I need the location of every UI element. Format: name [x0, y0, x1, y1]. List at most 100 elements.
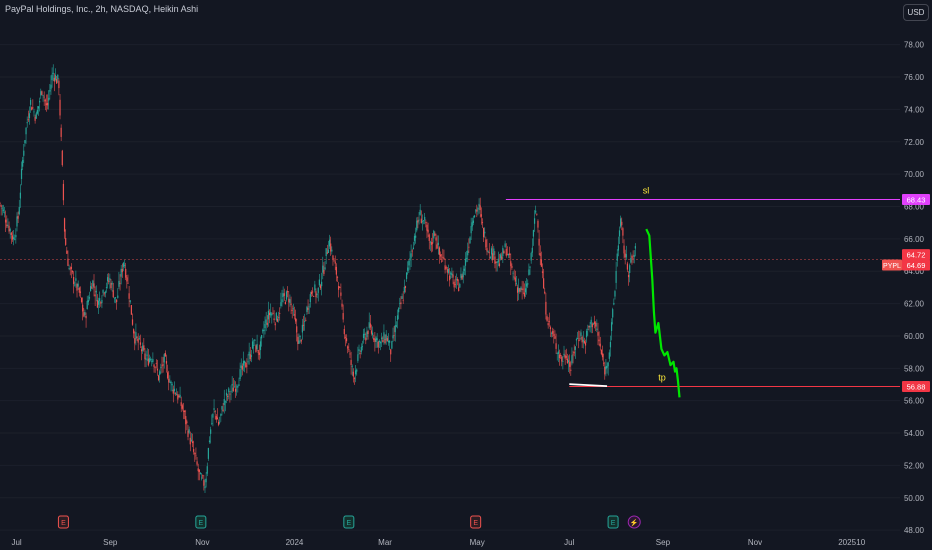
candle-body: [304, 321, 306, 322]
candle-body: [496, 261, 498, 263]
candle-body: [120, 268, 122, 277]
y-tick-label: 58.00: [904, 364, 925, 373]
candle-body: [452, 274, 454, 278]
candle-body: [52, 72, 54, 74]
candle-body: [570, 369, 572, 371]
candle-body: [390, 349, 392, 355]
candle-body: [533, 218, 536, 224]
candle-body: [26, 122, 28, 124]
candle-body: [101, 299, 103, 303]
candle-body: [48, 97, 50, 101]
price-label-box: [902, 249, 930, 261]
y-tick-label: 52.00: [904, 461, 925, 470]
candle-body: [355, 370, 357, 375]
candle-body: [151, 361, 153, 362]
candle-body: [411, 250, 413, 252]
candle-body: [451, 273, 453, 276]
candle-body: [300, 339, 302, 342]
candle-body: [531, 247, 533, 253]
candle-body: [248, 351, 250, 356]
candle-body: [169, 381, 171, 383]
candle-body: [244, 360, 246, 364]
candle-body: [543, 278, 545, 289]
candle-body: [398, 308, 400, 313]
candle-body: [127, 282, 129, 284]
candle-body: [119, 282, 121, 284]
candle-body: [492, 253, 494, 261]
candle-body: [123, 264, 126, 266]
candle-body: [188, 429, 190, 433]
candle-body: [24, 140, 26, 144]
x-tick-label: Jul: [564, 538, 574, 547]
candle-body: [84, 312, 86, 316]
candle-body: [522, 288, 524, 290]
candle-body: [520, 287, 522, 290]
candle-body: [152, 359, 154, 362]
candle-body: [178, 396, 180, 397]
candle-body: [328, 239, 331, 247]
candle-body: [510, 261, 512, 267]
candle-body: [164, 352, 166, 357]
candle-body: [369, 323, 371, 328]
candle-body: [2, 209, 4, 211]
earnings-icon: [470, 515, 482, 529]
candle-body: [105, 287, 108, 288]
candle-body: [341, 303, 343, 307]
candle-body: [212, 413, 214, 418]
candle-body: [332, 255, 334, 260]
candle-body: [524, 288, 527, 293]
candle-body: [348, 349, 350, 350]
candle-body: [372, 332, 374, 336]
candle-body: [598, 339, 600, 342]
candle-body: [317, 287, 319, 293]
candle-body: [578, 339, 580, 341]
candle-body: [519, 288, 521, 292]
candle-body: [632, 258, 634, 260]
candle-body: [393, 335, 395, 337]
candle-body: [43, 96, 45, 98]
candle-body: [419, 209, 421, 215]
candle-body: [161, 365, 163, 367]
candle-body: [426, 224, 428, 231]
candle-body: [432, 242, 434, 244]
candle-body: [208, 440, 211, 443]
candle-body: [253, 345, 255, 347]
grid: [0, 44, 900, 531]
candle-body: [287, 291, 289, 293]
candle-body: [459, 283, 461, 288]
event-markers: E E E E E ⚡: [57, 515, 641, 529]
symbol-tag: PYPL: [883, 263, 901, 270]
candle-body: [550, 332, 553, 334]
candle-body: [335, 266, 337, 275]
candle-body: [46, 102, 49, 106]
candle-body: [418, 219, 420, 221]
candle-body: [554, 336, 556, 339]
candle-body: [147, 358, 149, 366]
candle-body: [415, 235, 417, 238]
candle-body: [67, 258, 69, 266]
candle-body: [121, 269, 123, 273]
candle-body: [473, 215, 476, 218]
candle-body: [590, 319, 592, 325]
candle-body: [194, 452, 196, 455]
candle-body: [187, 430, 189, 437]
price-label: 56.88: [907, 382, 926, 391]
candle-body: [430, 242, 433, 245]
candle-body: [572, 354, 574, 356]
candle-body: [349, 353, 351, 355]
currency-button[interactable]: USD: [903, 4, 929, 21]
candle-body: [264, 323, 266, 329]
candle-body: [258, 352, 260, 355]
candle-body: [512, 272, 514, 274]
candle-body: [28, 113, 31, 119]
candle-body: [614, 291, 616, 297]
candles: [0, 64, 636, 494]
candle-body: [461, 275, 463, 280]
candle-body: [157, 375, 160, 381]
candle-body: [490, 248, 493, 255]
candle-body: [616, 253, 618, 261]
candle-body: [42, 95, 44, 96]
candle-body: [538, 238, 540, 246]
